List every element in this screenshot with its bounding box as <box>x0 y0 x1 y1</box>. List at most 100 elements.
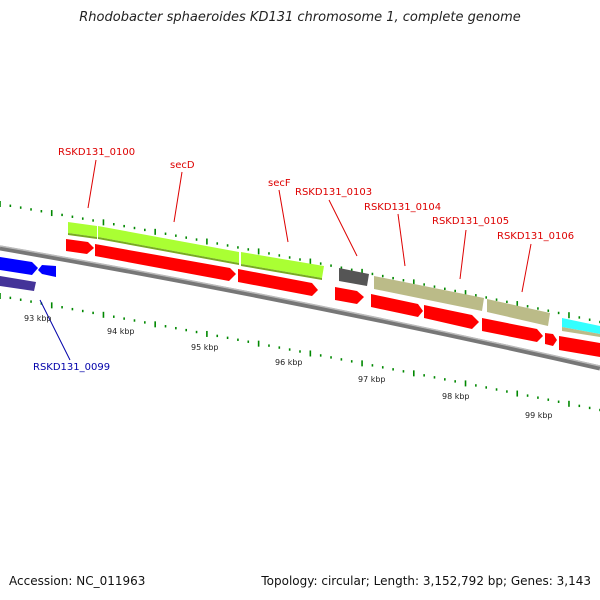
ruler-minor-tick <box>123 317 125 320</box>
ruler-minor-tick <box>216 334 219 338</box>
ruler-minor-tick <box>226 336 229 340</box>
ruler-major-tick <box>516 390 519 397</box>
tick-label-93: 93 kbp <box>24 314 52 323</box>
ruler-minor-tick <box>588 318 591 321</box>
tick-label-97: 97 kbp <box>358 375 386 384</box>
ruler-major-tick <box>0 293 1 299</box>
ruler-minor-tick <box>268 344 270 347</box>
ruler-minor-tick <box>350 360 353 363</box>
ruler-minor-tick <box>433 285 436 288</box>
ruler-minor-tick <box>164 325 167 328</box>
ruler-major-tick <box>50 302 53 309</box>
ruler-major-tick <box>50 210 53 217</box>
gene-label-rskd131-0103[interactable]: RSKD131_0103 <box>295 187 373 198</box>
ruler-minor-tick <box>30 208 32 211</box>
ruler-minor-tick <box>92 311 94 315</box>
ruler-major-tick <box>154 321 156 328</box>
rskd131-0099-feature <box>0 257 56 291</box>
ruler-minor-tick <box>485 386 488 389</box>
ruler-minor-tick <box>392 368 394 371</box>
ruler-minor-tick <box>319 262 322 265</box>
ruler-major-tick <box>102 219 105 226</box>
tick-label-94: 94 kbp <box>107 327 135 336</box>
ruler-minor-tick <box>506 300 508 304</box>
ruler-major-tick <box>568 400 570 407</box>
ruler-minor-tick <box>40 210 43 213</box>
ruler-minor-tick <box>475 384 477 387</box>
ruler-major-tick <box>361 268 363 275</box>
ruler-minor-tick <box>330 356 332 359</box>
ruler-minor-tick <box>216 242 219 245</box>
ruler-major-tick <box>412 279 415 286</box>
ruler-minor-tick <box>495 388 498 391</box>
ruler-minor-tick <box>371 272 374 276</box>
gene-label-rskd131-0104[interactable]: RSKD131_0104 <box>364 202 442 213</box>
ruler-minor-tick <box>588 406 591 410</box>
ruler-minor-tick <box>61 213 63 217</box>
ruler-major-tick <box>206 238 208 245</box>
ruler-major-tick <box>568 312 570 319</box>
ruler-minor-tick <box>9 296 12 300</box>
ruler-minor-tick <box>485 296 488 299</box>
gene-label-secd[interactable]: secD <box>170 160 195 171</box>
ruler-minor-tick <box>340 266 343 269</box>
gene-label-secf[interactable]: secF <box>268 178 291 189</box>
gene-label-rskd131-0106[interactable]: RSKD131_0106 <box>497 231 575 242</box>
ruler-minor-tick <box>9 204 12 207</box>
ruler-major-tick <box>464 290 467 297</box>
ruler-minor-tick <box>402 279 405 282</box>
ruler-minor-tick <box>433 376 436 379</box>
ruler-major-tick <box>516 301 519 308</box>
ruler-minor-tick <box>506 390 508 393</box>
ruler-minor-tick <box>81 217 84 220</box>
ruler-minor-tick <box>288 256 291 259</box>
tick-label-99: 99 kbp <box>525 411 553 420</box>
ruler-minor-tick <box>578 404 581 408</box>
ruler-minor-tick <box>278 346 281 349</box>
gene-label-rskd131-0099[interactable]: RSKD131_0099 <box>33 362 111 373</box>
ruler-major-tick <box>464 380 467 387</box>
ruler-major-tick <box>154 228 156 235</box>
ruler-minor-tick <box>444 378 446 381</box>
ruler-minor-tick <box>268 252 270 255</box>
gene-label-rskd131-0100[interactable]: RSKD131_0100 <box>58 147 136 158</box>
ruler-minor-tick <box>144 321 146 324</box>
ruler-minor-tick <box>392 276 394 280</box>
secd-feature <box>68 222 324 280</box>
ruler-minor-tick <box>226 244 229 247</box>
ruler-minor-tick <box>547 398 550 401</box>
ruler-minor-tick <box>112 315 115 318</box>
ruler-minor-tick <box>319 354 322 357</box>
ruler-minor-tick <box>475 294 477 297</box>
ruler-major-tick <box>361 360 363 367</box>
outer-ruler-dots <box>0 201 600 324</box>
ruler-minor-tick <box>557 311 560 315</box>
ruler-minor-tick <box>557 400 560 403</box>
ruler-minor-tick <box>19 206 22 209</box>
ruler-minor-tick <box>340 358 343 361</box>
ruler-minor-tick <box>537 396 539 399</box>
ruler-minor-tick <box>423 283 425 286</box>
ruler-minor-tick <box>547 309 550 312</box>
ruler-minor-tick <box>81 309 84 313</box>
ruler-minor-tick <box>350 268 353 271</box>
accession-text: Accession: NC_011963 <box>9 574 146 588</box>
ruler-minor-tick <box>112 223 115 226</box>
ruler-minor-tick <box>371 364 374 367</box>
ruler-minor-tick <box>578 316 581 319</box>
gene-label-rskd131-0105[interactable]: RSKD131_0105 <box>432 216 510 227</box>
ruler-major-tick <box>257 248 260 255</box>
ruler-minor-tick <box>444 287 446 290</box>
ruler-minor-tick <box>175 326 177 330</box>
ruler-minor-tick <box>195 238 198 241</box>
ruler-minor-tick <box>299 258 301 261</box>
ruler-minor-tick <box>526 394 529 397</box>
ruler-minor-tick <box>19 298 22 301</box>
genome-summary: Topology: circular; Length: 3,152,792 bp… <box>261 574 591 588</box>
ruler-minor-tick <box>537 307 539 310</box>
ruler-minor-tick <box>164 232 167 235</box>
ruler-major-tick <box>0 201 1 207</box>
ruler-minor-tick <box>61 306 63 309</box>
ruler-minor-tick <box>495 298 498 301</box>
